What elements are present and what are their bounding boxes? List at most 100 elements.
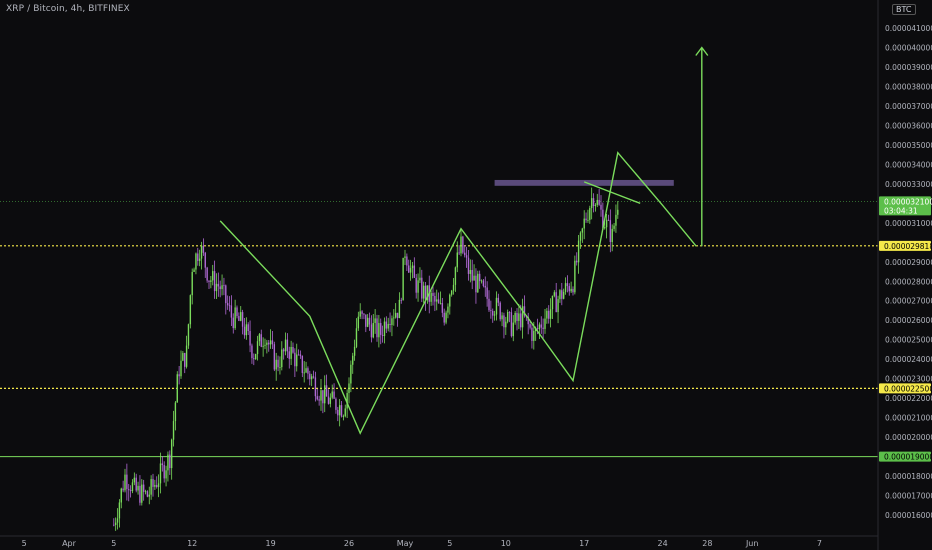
candle-body [299, 354, 302, 356]
time-tick-label: 5 [111, 539, 116, 548]
candle-body [408, 265, 410, 273]
price-tick-label: 0.000024000 [885, 355, 932, 364]
candle-body [447, 306, 449, 313]
price-axis[interactable]: 0.000041000 0.000040000 0.000039000 0.00003… [885, 24, 932, 520]
time-tick-label: 5 [22, 539, 27, 548]
candle-body [316, 396, 318, 400]
candle-body [353, 346, 356, 356]
candle-body [374, 318, 376, 323]
candle-body [178, 374, 180, 377]
candle-body [320, 390, 322, 401]
candle-body [605, 219, 608, 228]
price-tick-label: 0.000017000 [885, 492, 932, 501]
arrow-head [695, 46, 709, 56]
candle-body [475, 275, 477, 293]
candle-body [221, 285, 223, 290]
candle-body [318, 399, 320, 401]
candle-body [352, 355, 354, 365]
candle-body [486, 287, 488, 299]
price-tick-label: 0.000018000 [885, 472, 932, 481]
candle-body [279, 367, 281, 368]
time-tick-label: 7 [817, 539, 822, 548]
candle-body [490, 310, 492, 311]
candle-body [264, 344, 266, 346]
candle-body [135, 477, 137, 491]
candle-body [516, 312, 518, 321]
candle-body [286, 339, 289, 352]
candle-body [159, 463, 162, 484]
candle-body [469, 269, 472, 274]
candle-body [342, 416, 345, 417]
candle-body [240, 312, 242, 321]
candle-body [262, 345, 264, 347]
candle-body [301, 355, 304, 373]
candle-body [266, 342, 268, 345]
time-tick-label: Jun [745, 539, 759, 548]
time-tick-label: 5 [447, 539, 452, 548]
candle-body [473, 275, 475, 281]
time-axis[interactable]: 5 Apr 5 12 19 26 May 5 10 17 24 28 Jun 7 [22, 539, 822, 548]
price-tick-label: 0.000040000 [885, 44, 932, 53]
candle-body [553, 292, 556, 296]
candle-body [133, 477, 136, 483]
candle-body [170, 439, 173, 469]
candle-body [557, 299, 559, 313]
candle-body [413, 265, 416, 278]
candle-body [561, 290, 563, 299]
candle-body [495, 297, 498, 315]
candle-body [333, 391, 335, 399]
candle-body [273, 344, 276, 370]
candle-body [368, 317, 371, 325]
candle-body [198, 258, 201, 261]
candle-body [144, 491, 147, 493]
candle-body [361, 311, 363, 314]
price-label-box [879, 451, 931, 462]
candle-body [324, 385, 326, 404]
candle-body [281, 349, 283, 368]
candle-body [124, 474, 126, 491]
candle-body [338, 405, 341, 416]
candle-body [180, 360, 182, 377]
candle-body [213, 271, 216, 292]
candle-body [406, 256, 408, 266]
candle-body [310, 376, 313, 380]
price-tick-label: 0.000026000 [885, 316, 932, 325]
candle-body [546, 310, 548, 319]
candle-body [200, 245, 203, 259]
candle-body [114, 522, 117, 525]
candle-body [184, 353, 186, 367]
candle-body [193, 269, 195, 272]
candle-body [492, 310, 494, 316]
candle-body [426, 285, 429, 301]
candle-body [195, 253, 197, 270]
candle-body [148, 494, 150, 497]
candle-body [527, 316, 529, 325]
candle-body [327, 396, 330, 404]
candle-body [478, 273, 481, 282]
candle-body [161, 463, 164, 466]
candle-body [581, 228, 584, 233]
price-tick-label: 0.000022000 [885, 394, 932, 403]
candle-body [559, 290, 561, 300]
currency-button[interactable]: BTC [892, 4, 916, 15]
candle-body [191, 271, 193, 296]
candle-body [604, 227, 606, 229]
time-tick-label: Apr [62, 539, 77, 548]
candle-body [538, 324, 541, 330]
candle-body [533, 330, 535, 341]
candle-body [551, 295, 554, 310]
candle-body [389, 323, 391, 325]
candle-body [120, 488, 122, 503]
time-tick-label: May [397, 539, 414, 548]
candle-body [176, 374, 178, 403]
candle-body [225, 285, 227, 304]
candle-body [456, 252, 458, 268]
candle-body [579, 232, 582, 241]
price-tick-label: 0.000020000 [885, 433, 932, 442]
candle-body [505, 321, 507, 328]
candle-body [501, 315, 503, 320]
candle-body [174, 402, 177, 422]
horizontal-lines [0, 200, 878, 458]
price-label-box [879, 196, 931, 216]
